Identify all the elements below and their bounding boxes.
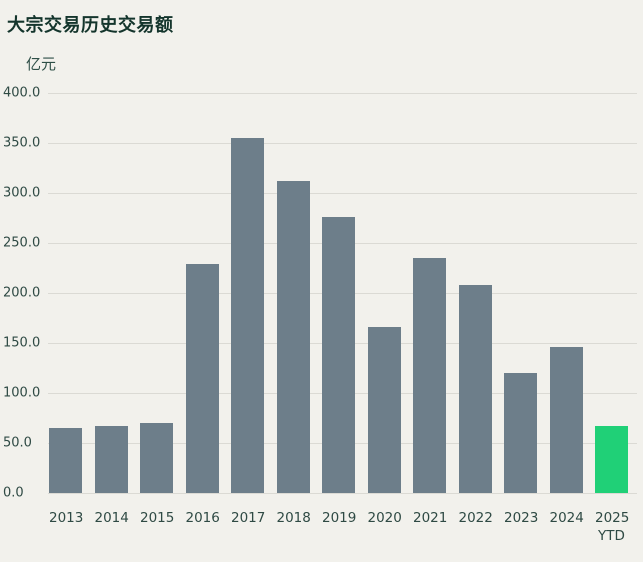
y-tick-label: 350.0 <box>3 135 41 151</box>
bar-2013 <box>49 428 82 493</box>
x-tick-label: 2024 <box>549 510 584 526</box>
y-axis-unit-label: 亿元 <box>26 55 57 73</box>
x-tick-label: 2025 YTD <box>595 510 630 544</box>
x-tick-label: 2023 <box>504 510 539 526</box>
bar-2024 <box>549 347 583 493</box>
bar-2020 <box>367 327 401 493</box>
x-tick-label: 2013 <box>49 510 84 526</box>
gridline <box>48 193 637 194</box>
bar-2015 <box>140 423 173 493</box>
x-tick-label: 2017 <box>231 510 266 526</box>
gridline <box>48 493 637 494</box>
y-tick-label: 0.0 <box>3 485 24 501</box>
bar-2023 <box>504 373 537 493</box>
y-tick-label: 50.0 <box>3 435 32 451</box>
x-tick-label: 2020 <box>367 510 402 526</box>
x-tick-label: 2021 <box>413 510 448 526</box>
bar-2019 <box>322 217 355 493</box>
y-tick-label: 150.0 <box>3 335 41 351</box>
y-tick-label: 400.0 <box>3 85 41 101</box>
bar-2018 <box>276 181 310 493</box>
y-tick-label: 200.0 <box>3 285 41 301</box>
x-tick-label: 2015 <box>140 510 175 526</box>
y-tick-label: 100.0 <box>3 385 41 401</box>
x-tick-label: 2022 <box>458 510 493 526</box>
x-tick-label: 2019 <box>322 510 357 526</box>
x-tick-label: 2014 <box>94 510 129 526</box>
gridline <box>48 143 637 144</box>
bar-2016 <box>185 264 219 493</box>
bar-2021 <box>413 258 446 493</box>
y-tick-label: 250.0 <box>3 235 41 251</box>
bar-2025-ytd <box>595 426 628 493</box>
bar-2014 <box>94 426 128 493</box>
chart-title: 大宗交易历史交易额 <box>7 15 174 36</box>
gridline <box>48 93 637 94</box>
x-tick-label: 2016 <box>185 510 220 526</box>
x-axis-labels: 2013 2014 2015 2016 2017 2018 2019 2020 2021 2022… <box>49 510 630 545</box>
y-tick-label: 300.0 <box>3 185 41 201</box>
bar-2017 <box>231 138 264 493</box>
bar-2022 <box>458 285 492 493</box>
bars-area <box>49 93 628 493</box>
x-tick-label: 2018 <box>276 510 311 526</box>
